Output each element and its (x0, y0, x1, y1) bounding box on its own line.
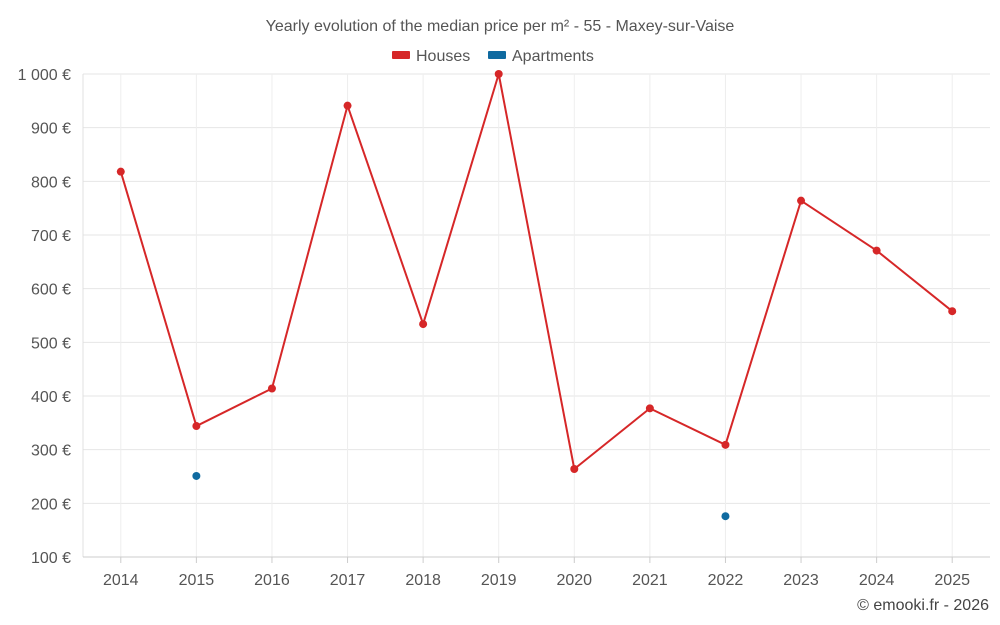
y-tick-label: 500 € (31, 335, 71, 352)
legend-label-houses: Houses (416, 48, 470, 65)
y-tick-label: 800 € (31, 174, 71, 191)
legend-swatch-apartments (488, 51, 506, 59)
legend: Houses Apartments (392, 48, 594, 65)
x-tick-label: 2022 (708, 572, 744, 589)
x-tick-label: 2023 (783, 572, 819, 589)
x-tick-label: 2024 (859, 572, 895, 589)
x-tick-label: 2015 (179, 572, 215, 589)
legend-swatch-houses (392, 51, 410, 59)
data-point-apartments[interactable] (192, 471, 201, 480)
x-axis-ticks: 2014 2015 2016 2017 2018 2019 2020 2021 2022 2023… (103, 557, 970, 589)
data-point-houses[interactable] (419, 320, 428, 329)
x-tick-label: 2016 (254, 572, 290, 589)
series-line-houses (119, 73, 953, 470)
y-tick-label: 200 € (31, 496, 71, 513)
y-tick-label: 600 € (31, 282, 71, 299)
data-point-houses[interactable] (721, 440, 730, 449)
x-tick-label: 2014 (103, 572, 139, 589)
data-point-houses[interactable] (343, 101, 352, 110)
x-tick-label: 2020 (556, 572, 592, 589)
data-point-houses[interactable] (116, 167, 125, 176)
data-point-houses[interactable] (267, 384, 276, 393)
y-tick-label: 400 € (31, 389, 71, 406)
y-tick-label: 900 € (31, 121, 71, 138)
data-point-apartments[interactable] (721, 512, 730, 521)
series-layer (116, 70, 957, 521)
x-tick-label: 2025 (934, 572, 970, 589)
data-point-houses[interactable] (494, 70, 503, 78)
data-point-houses[interactable] (570, 464, 579, 473)
data-point-houses[interactable] (192, 422, 201, 431)
axes (82, 74, 990, 558)
data-point-houses[interactable] (872, 246, 881, 255)
y-tick-label: 1 000 € (18, 67, 71, 84)
series-apartments (192, 471, 730, 521)
x-tick-label: 2018 (405, 572, 441, 589)
legend-label-apartments: Apartments (512, 48, 594, 65)
y-tick-label: 100 € (31, 550, 71, 567)
credit-text: © emooki.fr - 2026 (857, 597, 989, 614)
data-point-houses[interactable] (948, 307, 957, 316)
x-tick-label: 2017 (330, 572, 366, 589)
data-point-houses[interactable] (645, 404, 654, 413)
x-tick-label: 2019 (481, 572, 517, 589)
data-point-houses[interactable] (797, 196, 806, 205)
series-houses (116, 70, 957, 473)
chart-title: Yearly evolution of the median price per… (266, 18, 735, 35)
legend-item-houses[interactable]: Houses (392, 48, 470, 65)
y-tick-label: 700 € (31, 228, 71, 245)
gridlines (83, 73, 990, 557)
y-axis-ticks: 100 € 200 € 300 € 400 € 500 € 600 € 700 € 800 €… (18, 67, 71, 567)
x-tick-label: 2021 (632, 572, 668, 589)
y-tick-label: 300 € (31, 443, 71, 460)
legend-item-apartments[interactable]: Apartments (488, 48, 594, 65)
